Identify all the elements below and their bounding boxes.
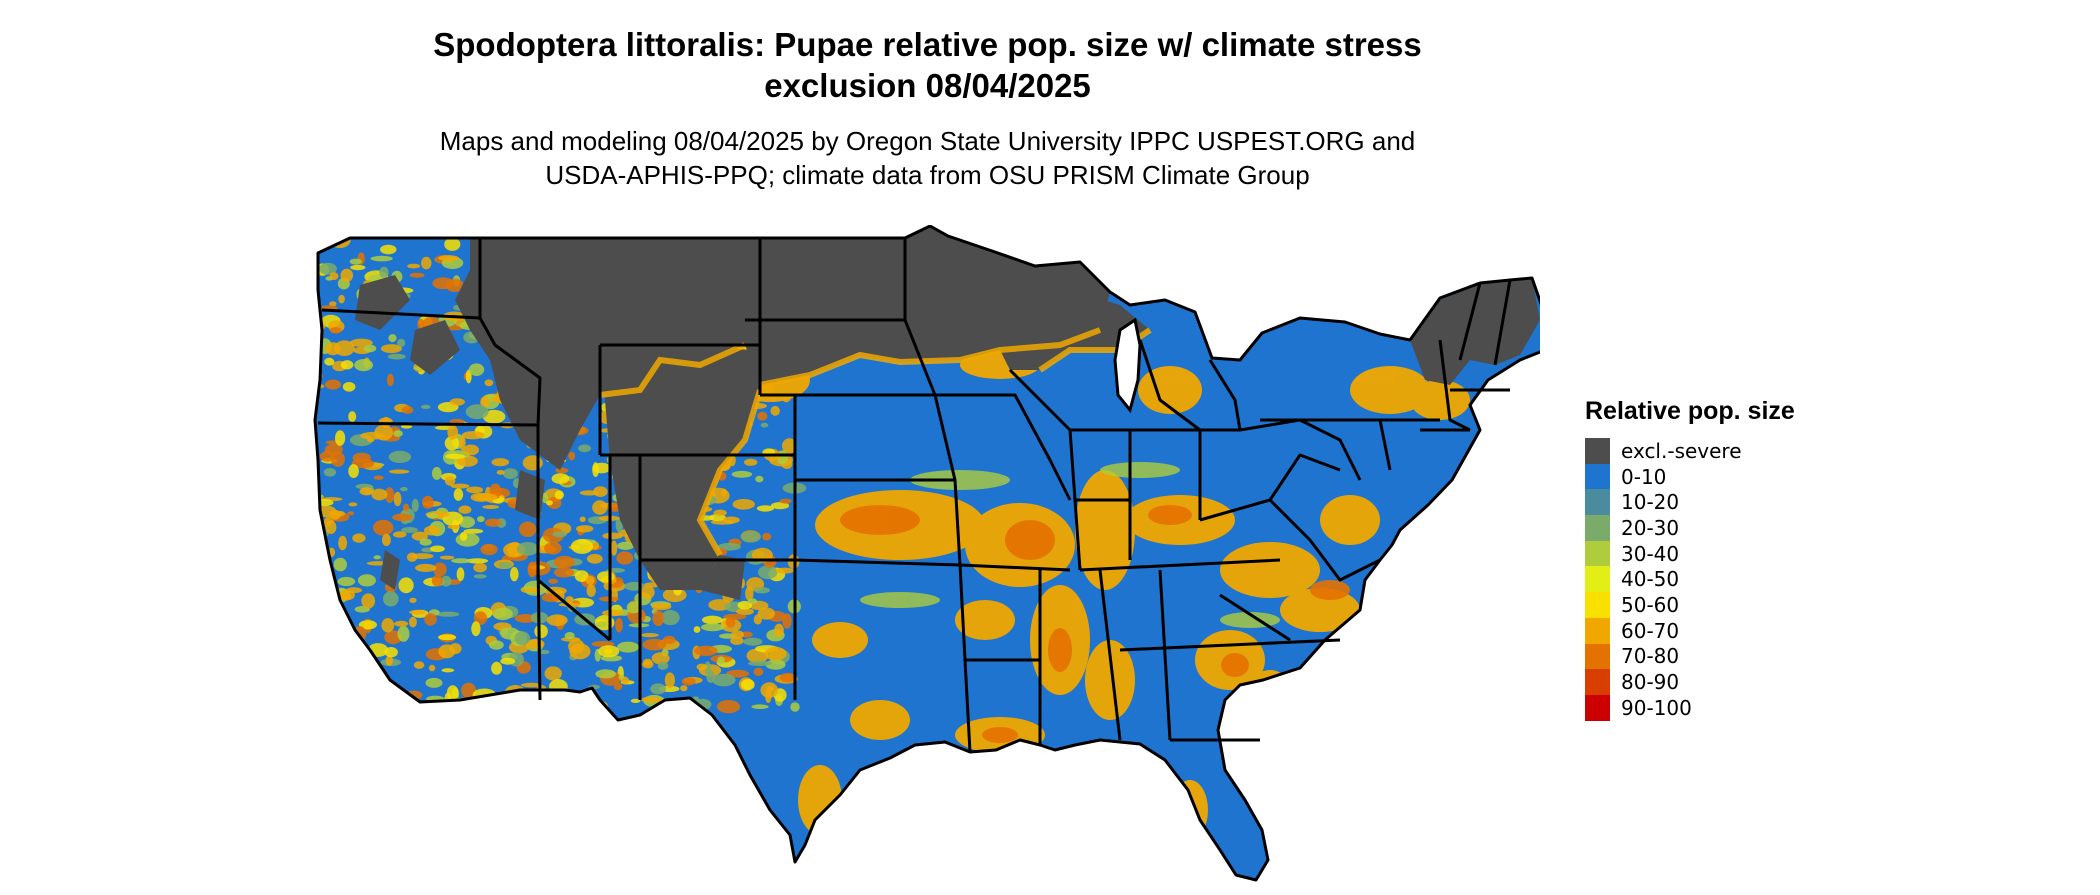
legend-item: 90-100 [1585,694,1795,721]
legend-swatch [1585,540,1610,567]
map-subtitle-line-2: USDA-APHIS-PPQ; climate data from OSU PR… [545,160,1310,190]
us-map-canvas [313,225,1540,882]
legend-swatch [1585,617,1610,644]
legend-item: 60-70 [1585,617,1795,644]
legend-label: 0-10 [1621,464,1667,489]
legend-swatch [1585,694,1610,721]
state-borders [313,225,1540,882]
legend-label: 40-50 [1621,567,1680,592]
map-subtitle: Maps and modeling 08/04/2025 by Oregon S… [0,124,1855,192]
legend-item: 20-30 [1585,515,1795,541]
legend-item: 40-50 [1585,566,1795,593]
legend-item: 70-80 [1585,643,1795,670]
legend-item: excl.-severe [1585,438,1795,464]
legend-label: 10-20 [1621,490,1680,515]
legend-swatch [1585,566,1610,593]
legend-label: 60-70 [1621,618,1680,643]
legend-item: 0-10 [1585,463,1795,490]
map-title: Spodoptera littoralis: Pupae relative po… [0,24,1855,106]
legend-label: excl.-severe [1621,438,1742,463]
legend-swatch [1585,463,1610,490]
map-legend: Relative pop. size excl.-severe 0-10 10-20… [1585,396,1795,721]
legend-item: 50-60 [1585,592,1795,618]
legend-title: Relative pop. size [1585,397,1795,425]
lake-michigan [1113,317,1142,414]
map-title-line-1: Spodoptera littoralis: Pupae relative po… [433,26,1422,63]
legend-swatch [1585,438,1610,464]
legend-label: 50-60 [1621,592,1680,617]
legend-items: excl.-severe 0-10 10-20 20-30 30-40 40-50 50-6… [1585,438,1795,721]
map-subtitle-line-1: Maps and modeling 08/04/2025 by Oregon S… [439,126,1416,156]
legend-item: 80-90 [1585,669,1795,695]
legend-item: 10-20 [1585,489,1795,516]
legend-label: 70-80 [1621,644,1680,669]
us-map [300,225,1540,895]
legend-label: 90-100 [1621,695,1692,720]
legend-swatch [1585,669,1610,695]
map-title-line-2: exclusion 08/04/2025 [764,67,1091,104]
legend-label: 80-90 [1621,670,1680,695]
legend-label: 30-40 [1621,541,1680,566]
legend-swatch [1585,643,1610,670]
legend-swatch [1585,515,1610,541]
legend-swatch [1585,489,1610,516]
legend-swatch [1585,592,1610,618]
legend-label: 20-30 [1621,515,1680,540]
legend-item: 30-40 [1585,540,1795,567]
